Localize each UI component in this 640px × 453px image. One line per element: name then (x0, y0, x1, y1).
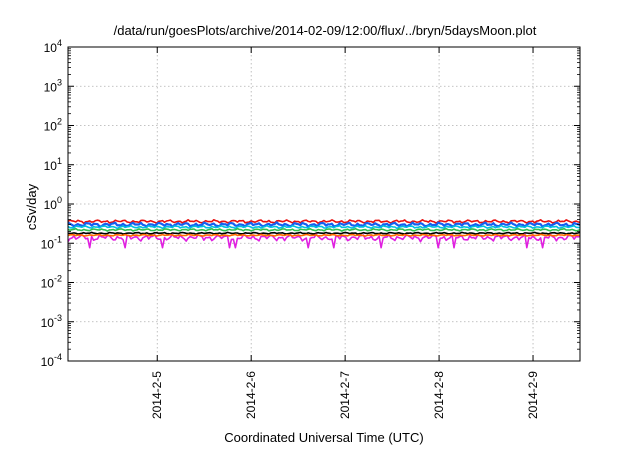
y-tick-label: 10-2 (41, 274, 62, 291)
y-tick-label: 102 (44, 117, 62, 134)
x-tick-label: 2014-2-8 (432, 371, 446, 419)
x-tick-label: 2014-2-6 (244, 371, 258, 419)
x-tick-label: 2014-2-5 (150, 371, 164, 419)
y-tick-label: 10-4 (41, 352, 62, 369)
chart-title: /data/run/goesPlots/archive/2014-02-09/1… (114, 23, 537, 38)
y-axis-label: cSv/day (24, 183, 39, 230)
y-tick-label: 10-3 (41, 313, 62, 330)
series-line (67, 219, 581, 225)
x-axis-label: Coordinated Universal Time (UTC) (224, 430, 423, 445)
y-tick-label: 104 (44, 38, 62, 55)
series-line (67, 233, 581, 249)
grid (68, 47, 580, 361)
y-tick-label: 100 (44, 195, 62, 212)
y-tick-label: 101 (44, 156, 62, 173)
y-tick-label: 103 (44, 77, 62, 94)
series-line (67, 233, 581, 237)
series-layer (67, 219, 581, 249)
y-tick-label: 10-1 (41, 234, 62, 251)
x-tick-label: 2014-2-7 (338, 371, 352, 419)
series-line (67, 221, 581, 229)
series-line (67, 231, 581, 235)
series-line (67, 224, 581, 230)
axes: 10-4 10-3 10-2 10-1 100 101 102 103 104 2014-2-5 2… (41, 38, 581, 419)
series-line (67, 227, 581, 232)
plot-frame (67, 46, 581, 362)
x-tick-label: 2014-2-9 (526, 371, 540, 419)
